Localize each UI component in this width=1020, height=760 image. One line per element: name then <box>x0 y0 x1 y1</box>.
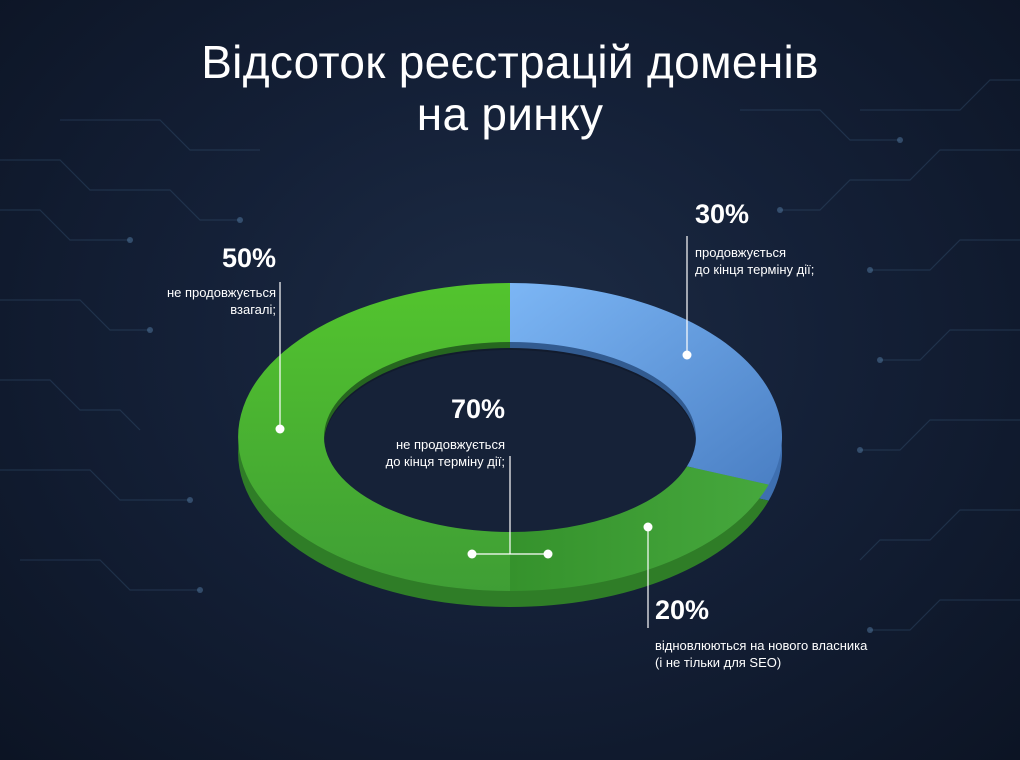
label-30-description: продовжується до кінця терміну дії; <box>695 244 895 278</box>
label-50-percent: 50% <box>221 243 276 273</box>
title-line-1: Відсоток реєстрацій доменів <box>201 36 819 88</box>
leader-dot-1 <box>275 424 285 434</box>
label-50-line-2: взагалі; <box>230 302 276 317</box>
label-70-line-2: до кінця терміну дії; <box>385 454 505 469</box>
label-20-line-1: відновлюються на нового власника <box>655 638 868 653</box>
page-title: Відсоток реєстрацій доменів на ринку <box>0 36 1020 140</box>
label-20-line-2: (і не тільки для SEO) <box>655 655 782 670</box>
label-30-line-1: продовжується <box>695 245 787 260</box>
slice-not-renewed <box>238 283 510 591</box>
label-50-line-1: не продовжується <box>166 285 276 300</box>
donut-hole <box>324 348 696 538</box>
label-20-description: відновлюються на нового власника (і не т… <box>655 637 915 671</box>
label-70-percent: 70% <box>450 394 505 424</box>
leader-dot-3 <box>467 549 477 559</box>
slice-renewed-by-new-owner <box>510 466 769 591</box>
leader-dot-2 <box>643 522 653 532</box>
label-30-percent: 30% <box>695 199 750 229</box>
label-70-line-1: не продовжується <box>395 437 505 452</box>
title-line-2: на ринку <box>416 88 604 140</box>
slice-renewed-to-end <box>510 283 782 485</box>
leader-dot-0 <box>682 350 692 360</box>
label-70-description: не продовжується до кінця терміну дії; <box>335 436 505 470</box>
label-20-percent: 20% <box>655 595 710 625</box>
label-30-line-2: до кінця терміну дії; <box>695 262 815 277</box>
label-50-description: не продовжується взагалі; <box>100 284 276 318</box>
leader-dot-4 <box>543 549 553 559</box>
